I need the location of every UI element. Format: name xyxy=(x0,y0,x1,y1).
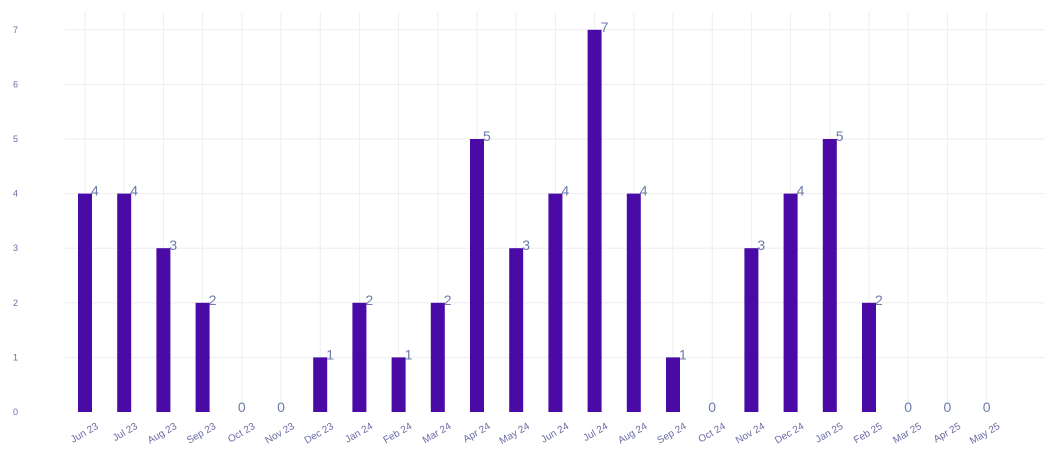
y-tick-label: 6 xyxy=(13,79,18,89)
x-tick-label: Jun 24 xyxy=(539,421,571,446)
bar[interactable] xyxy=(470,139,484,412)
bar-data-label: 2 xyxy=(209,292,217,308)
bar-data-label: 3 xyxy=(757,237,765,253)
x-tick-label: Oct 23 xyxy=(226,421,257,445)
x-tick-label: Feb 24 xyxy=(382,421,415,446)
bar[interactable] xyxy=(862,302,876,412)
x-tick-label: Nov 24 xyxy=(734,421,767,447)
x-tick-label: Aug 23 xyxy=(146,421,179,447)
bar-data-label: 1 xyxy=(405,346,413,362)
bar[interactable] xyxy=(117,193,132,412)
bar-data-label: 2 xyxy=(875,292,883,308)
bar-data-label: 0 xyxy=(238,399,246,415)
bar-data-label: 7 xyxy=(601,19,609,35)
y-tick-label: 7 xyxy=(13,25,18,35)
x-tick-label: Jan 25 xyxy=(814,421,846,446)
bar[interactable] xyxy=(156,248,171,412)
data-labels: 4 4 3 2 0 0 1 2 1 2 5 3 4 7 4 1 0 3 4 5 2 0 0 0 xyxy=(91,19,991,415)
x-axis-ticks: Jun 23 Jul 23 Aug 23 Sep 23 Oct 23 Nov 23 Dec … xyxy=(69,421,1002,447)
bar-data-label: 0 xyxy=(944,399,952,415)
x-tick-label: Mar 25 xyxy=(891,421,924,446)
bar[interactable] xyxy=(783,193,798,412)
x-tick-label: Feb 25 xyxy=(852,421,885,446)
bar-data-label: 4 xyxy=(797,183,805,199)
y-tick-label: 1 xyxy=(13,352,18,362)
x-tick-label: Mar 24 xyxy=(421,421,454,446)
x-tick-label: May 25 xyxy=(968,421,1002,447)
bar[interactable] xyxy=(548,193,563,412)
bar[interactable] xyxy=(313,357,328,412)
y-axis-ticks: 0 1 2 3 4 5 6 7 xyxy=(13,25,18,417)
bar-data-label: 0 xyxy=(904,399,912,415)
bar-data-label: 5 xyxy=(483,128,491,144)
y-tick-label: 3 xyxy=(13,243,18,253)
y-tick-label: 4 xyxy=(13,189,18,199)
bars xyxy=(78,29,876,413)
x-tick-label: Nov 23 xyxy=(264,421,297,447)
bar-data-label: 2 xyxy=(444,292,452,308)
bar[interactable] xyxy=(509,248,524,412)
bar-data-label: 4 xyxy=(640,183,648,199)
bar[interactable] xyxy=(822,139,837,412)
bar-data-label: 1 xyxy=(326,346,334,362)
x-tick-label: Aug 24 xyxy=(616,421,649,447)
bar-data-label: 3 xyxy=(522,237,530,253)
x-tick-label: Dec 23 xyxy=(303,421,336,447)
bar[interactable] xyxy=(352,302,367,412)
y-tick-label: 5 xyxy=(13,134,18,144)
bar-data-label: 2 xyxy=(365,292,373,308)
bar[interactable] xyxy=(666,357,680,412)
bar[interactable] xyxy=(587,29,602,413)
bar-data-label: 4 xyxy=(91,183,99,199)
x-tick-label: Jul 23 xyxy=(111,421,140,444)
bar-data-label: 4 xyxy=(130,183,138,199)
bar-data-label: 3 xyxy=(169,237,177,253)
bar[interactable] xyxy=(78,193,92,412)
x-tick-label: Sep 24 xyxy=(656,421,689,447)
bar-data-label: 0 xyxy=(277,399,285,415)
bar-data-label: 4 xyxy=(561,183,569,199)
x-tick-label: Dec 24 xyxy=(773,421,806,447)
x-tick-label: Sep 23 xyxy=(185,421,218,447)
bar[interactable] xyxy=(430,302,445,412)
bar-data-label: 0 xyxy=(708,399,716,415)
x-tick-label: Jun 23 xyxy=(69,421,101,446)
x-tick-label: Apr 24 xyxy=(461,421,492,445)
bar[interactable] xyxy=(391,357,406,412)
bar-data-label: 0 xyxy=(983,399,991,415)
bar[interactable] xyxy=(626,193,641,412)
bar[interactable] xyxy=(195,302,210,412)
x-tick-label: Oct 24 xyxy=(697,421,728,445)
y-tick-label: 2 xyxy=(13,298,18,308)
x-tick-label: Jan 24 xyxy=(343,421,375,446)
x-tick-label: Apr 25 xyxy=(932,421,963,445)
bar-data-label: 5 xyxy=(836,128,844,144)
bar-data-label: 1 xyxy=(679,346,687,362)
x-tick-label: May 24 xyxy=(498,421,532,447)
bar[interactable] xyxy=(744,248,759,412)
x-tick-label: Jul 24 xyxy=(581,421,610,444)
y-tick-label: 0 xyxy=(13,407,18,417)
